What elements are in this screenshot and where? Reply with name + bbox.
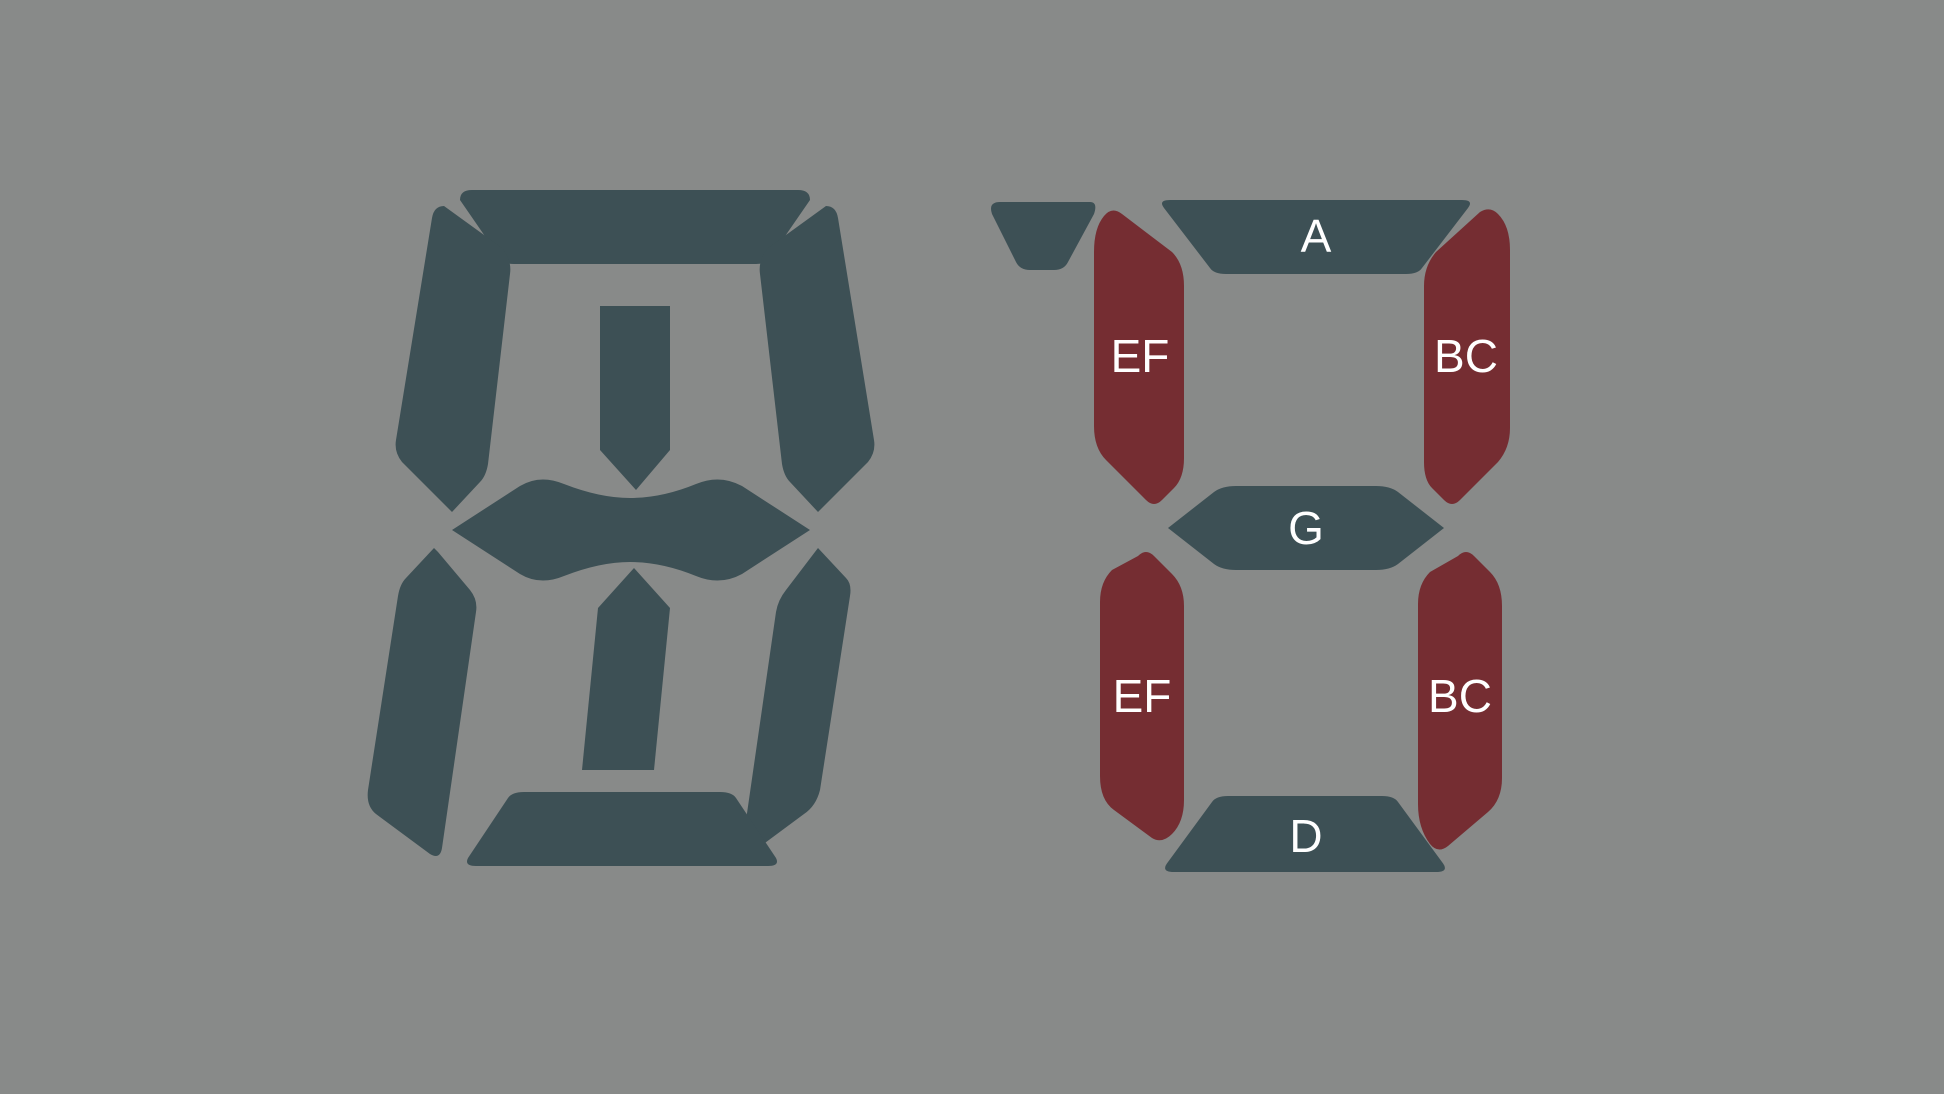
label-g: G bbox=[1288, 502, 1324, 554]
left-seg-a bbox=[460, 190, 810, 264]
background bbox=[0, 0, 1944, 1094]
label-a: A bbox=[1301, 210, 1332, 262]
label-f: EF bbox=[1111, 330, 1170, 382]
label-d: D bbox=[1289, 810, 1322, 862]
left-seg-d bbox=[467, 792, 777, 866]
label-c: BC bbox=[1428, 670, 1492, 722]
label-e: EF bbox=[1113, 670, 1172, 722]
label-b: BC bbox=[1434, 330, 1498, 382]
seven-segment-diagram: A BC BC D EF EF G bbox=[0, 0, 1944, 1094]
